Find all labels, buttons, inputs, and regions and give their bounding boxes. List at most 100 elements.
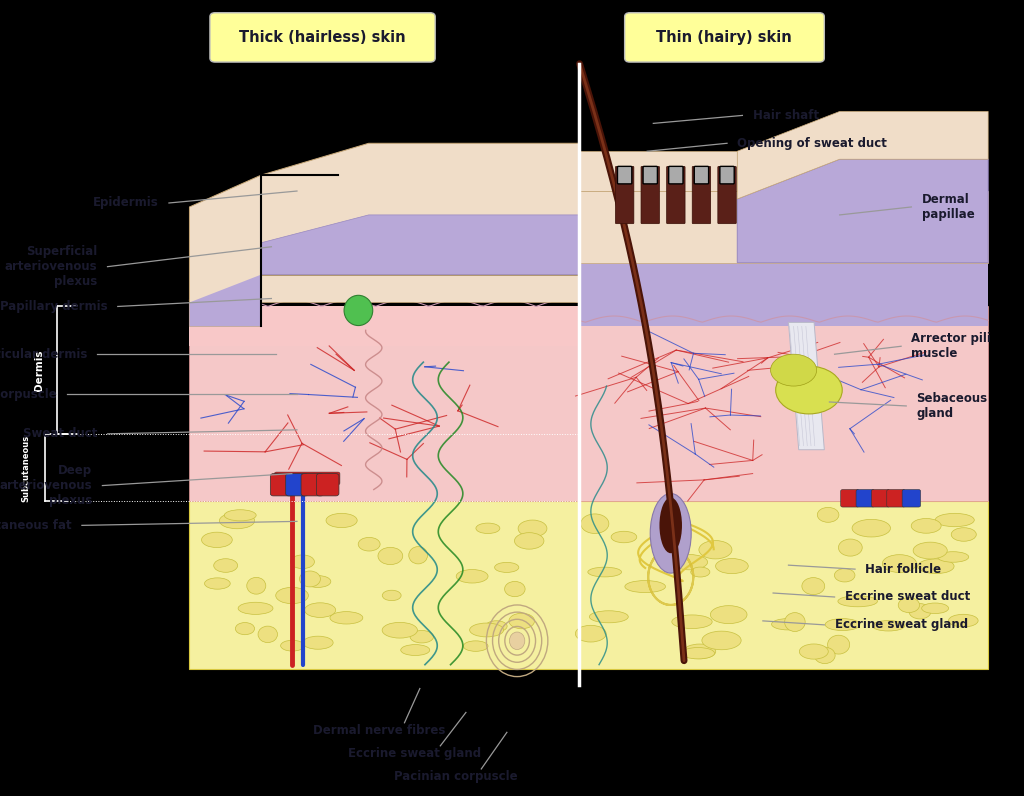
Ellipse shape bbox=[802, 578, 824, 595]
FancyBboxPatch shape bbox=[615, 166, 634, 224]
FancyBboxPatch shape bbox=[856, 490, 874, 507]
FancyBboxPatch shape bbox=[718, 166, 736, 224]
Text: Opening of sweat duct: Opening of sweat duct bbox=[737, 137, 887, 150]
Ellipse shape bbox=[514, 533, 544, 549]
Text: Hair follicle: Hair follicle bbox=[865, 563, 941, 576]
Ellipse shape bbox=[410, 630, 433, 643]
FancyBboxPatch shape bbox=[887, 490, 905, 507]
Ellipse shape bbox=[291, 555, 314, 568]
FancyBboxPatch shape bbox=[871, 490, 890, 507]
Polygon shape bbox=[189, 275, 261, 326]
Ellipse shape bbox=[457, 570, 488, 583]
Polygon shape bbox=[579, 501, 988, 669]
Polygon shape bbox=[261, 275, 579, 302]
Ellipse shape bbox=[776, 366, 842, 414]
Ellipse shape bbox=[926, 560, 952, 572]
Ellipse shape bbox=[691, 567, 710, 577]
Ellipse shape bbox=[898, 598, 920, 613]
Ellipse shape bbox=[951, 528, 976, 541]
Ellipse shape bbox=[913, 542, 947, 559]
Polygon shape bbox=[189, 501, 579, 669]
Ellipse shape bbox=[590, 611, 629, 622]
FancyBboxPatch shape bbox=[210, 13, 435, 62]
Ellipse shape bbox=[625, 580, 666, 592]
Ellipse shape bbox=[948, 615, 978, 627]
Ellipse shape bbox=[937, 552, 969, 562]
Ellipse shape bbox=[409, 547, 428, 564]
Ellipse shape bbox=[382, 591, 401, 601]
FancyBboxPatch shape bbox=[270, 474, 293, 496]
FancyBboxPatch shape bbox=[641, 166, 659, 224]
FancyBboxPatch shape bbox=[720, 166, 734, 184]
Polygon shape bbox=[261, 143, 579, 275]
FancyBboxPatch shape bbox=[280, 482, 325, 494]
Text: Papillary dermis: Papillary dermis bbox=[0, 300, 108, 313]
Ellipse shape bbox=[247, 577, 266, 594]
Text: Sweat duct: Sweat duct bbox=[23, 427, 97, 440]
Text: Eccrine sweat gland: Eccrine sweat gland bbox=[348, 747, 481, 760]
Ellipse shape bbox=[344, 295, 373, 326]
Text: Meissner’s corpuscle: Meissner’s corpuscle bbox=[0, 388, 56, 400]
Ellipse shape bbox=[236, 622, 255, 634]
Text: Superficial
arteriovenous
plexus: Superficial arteriovenous plexus bbox=[5, 245, 97, 288]
Ellipse shape bbox=[611, 531, 637, 543]
Ellipse shape bbox=[304, 603, 336, 618]
Ellipse shape bbox=[505, 581, 525, 597]
Ellipse shape bbox=[400, 645, 430, 655]
Ellipse shape bbox=[205, 578, 230, 589]
Text: Reticular dermis: Reticular dermis bbox=[0, 348, 87, 361]
Polygon shape bbox=[189, 306, 579, 346]
Ellipse shape bbox=[817, 507, 839, 522]
Ellipse shape bbox=[711, 606, 748, 623]
Polygon shape bbox=[579, 263, 988, 326]
Ellipse shape bbox=[330, 611, 362, 624]
Ellipse shape bbox=[800, 644, 828, 659]
Ellipse shape bbox=[281, 640, 304, 651]
Ellipse shape bbox=[922, 603, 948, 614]
FancyBboxPatch shape bbox=[625, 13, 824, 62]
Ellipse shape bbox=[463, 641, 488, 651]
Ellipse shape bbox=[825, 618, 860, 630]
Polygon shape bbox=[737, 159, 988, 263]
Ellipse shape bbox=[872, 621, 904, 631]
Ellipse shape bbox=[575, 626, 606, 642]
Ellipse shape bbox=[699, 540, 732, 559]
Text: Arrector pili
muscle: Arrector pili muscle bbox=[911, 332, 991, 361]
Ellipse shape bbox=[202, 533, 232, 548]
Ellipse shape bbox=[509, 613, 535, 629]
Ellipse shape bbox=[588, 568, 622, 577]
Polygon shape bbox=[579, 306, 988, 501]
Ellipse shape bbox=[827, 635, 850, 654]
Ellipse shape bbox=[784, 613, 805, 631]
FancyBboxPatch shape bbox=[643, 166, 657, 184]
FancyBboxPatch shape bbox=[316, 474, 339, 496]
FancyBboxPatch shape bbox=[841, 490, 859, 507]
Ellipse shape bbox=[476, 523, 500, 533]
Text: Sebaceous
gland: Sebaceous gland bbox=[916, 392, 987, 420]
Text: Deep
arteriovenous
plexus: Deep arteriovenous plexus bbox=[0, 464, 92, 507]
Ellipse shape bbox=[258, 626, 278, 642]
Ellipse shape bbox=[495, 562, 519, 572]
Ellipse shape bbox=[305, 576, 331, 587]
Ellipse shape bbox=[672, 615, 712, 629]
Ellipse shape bbox=[650, 494, 691, 573]
FancyBboxPatch shape bbox=[286, 474, 308, 496]
Ellipse shape bbox=[771, 618, 805, 630]
Ellipse shape bbox=[671, 555, 708, 570]
Text: Eccrine sweat gland: Eccrine sweat gland bbox=[835, 618, 968, 631]
Ellipse shape bbox=[518, 520, 547, 537]
Polygon shape bbox=[788, 322, 824, 450]
Text: Thin (hairy) skin: Thin (hairy) skin bbox=[656, 30, 792, 45]
Polygon shape bbox=[579, 191, 988, 263]
Text: Dermal nerve fibres: Dermal nerve fibres bbox=[312, 724, 445, 737]
Ellipse shape bbox=[219, 513, 255, 529]
Ellipse shape bbox=[935, 513, 974, 527]
Ellipse shape bbox=[510, 632, 524, 650]
Ellipse shape bbox=[909, 603, 931, 619]
Ellipse shape bbox=[358, 537, 380, 551]
Polygon shape bbox=[189, 175, 261, 326]
Polygon shape bbox=[261, 215, 579, 275]
Ellipse shape bbox=[814, 647, 836, 664]
Ellipse shape bbox=[239, 603, 273, 615]
Polygon shape bbox=[737, 111, 988, 199]
